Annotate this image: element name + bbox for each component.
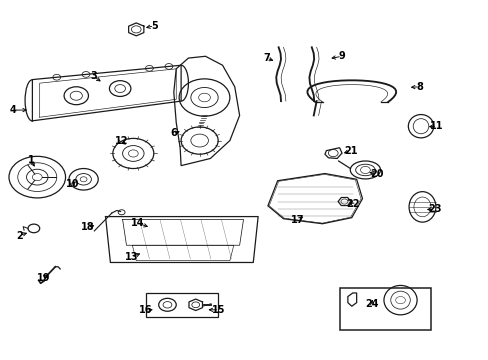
- Text: 17: 17: [291, 215, 304, 225]
- Text: 18: 18: [81, 222, 94, 232]
- Text: 9: 9: [338, 51, 345, 61]
- Text: 24: 24: [365, 299, 378, 309]
- Text: 22: 22: [346, 199, 359, 210]
- Bar: [339, 288, 430, 330]
- Text: 14: 14: [130, 218, 143, 228]
- Text: 15: 15: [212, 305, 225, 315]
- Text: 1: 1: [27, 155, 34, 165]
- Text: 5: 5: [151, 21, 157, 31]
- Text: 4: 4: [9, 105, 16, 115]
- Text: 6: 6: [170, 129, 177, 138]
- Text: 8: 8: [416, 82, 423, 92]
- Text: 3: 3: [90, 71, 97, 81]
- Text: 12: 12: [115, 136, 128, 146]
- Text: 20: 20: [369, 168, 383, 179]
- Text: 19: 19: [37, 273, 50, 283]
- Text: 13: 13: [124, 252, 138, 262]
- Text: 11: 11: [429, 121, 443, 131]
- Bar: [146, 293, 218, 317]
- Text: 21: 21: [344, 145, 357, 156]
- Text: 7: 7: [263, 53, 269, 63]
- Text: 10: 10: [66, 179, 80, 189]
- Text: 2: 2: [16, 231, 22, 240]
- Text: 16: 16: [139, 305, 152, 315]
- Text: 23: 23: [427, 204, 441, 215]
